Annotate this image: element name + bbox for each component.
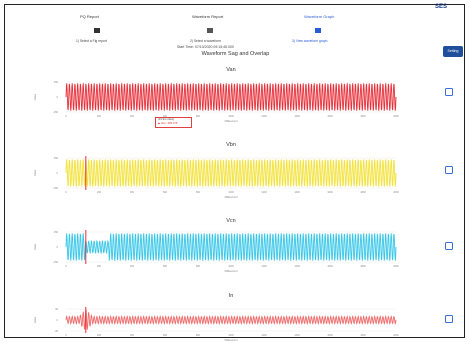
checkbox-van[interactable] [445,88,453,96]
x-tick-label-3-8: 1600 [327,334,333,337]
page-title: Waveform Sag and Overlap [201,51,270,57]
select-report-link[interactable]: 1) Select a Fig report [76,39,107,43]
x-tick-label-1-7: 1400 [294,191,300,194]
x-tick-label-3-1: 200 [97,334,102,337]
setting-button[interactable]: Setting [443,46,463,57]
x-tick-label-3-5: 1000 [228,334,234,337]
x-tick-label-1-0: 0 [65,191,67,194]
x-tick-label-3-10: 2000 [393,334,399,337]
series-line-van [65,83,397,111]
start-time-label: Start Time: 07/10/2020 09:15:45.000 [177,45,234,49]
x-tick-label-0-1: 200 [97,115,102,118]
x-tick-label-0-4: 800 [196,115,201,118]
y-tick-label-3-1: 0 [57,318,59,322]
tab-waveform-report[interactable]: Waveform Report [192,14,224,19]
chart-title-2: Vcn [226,218,235,224]
y-tick-label-1-0: 150 [54,156,59,160]
y-tick-label-0-0: 150 [54,80,59,84]
x-tick-label-2-0: 0 [65,265,67,268]
x-tick-label-3-6: 1200 [261,334,267,337]
y-axis-label-1: Value [33,169,37,176]
x-tick-label-3-0: 0 [65,334,67,337]
y-tick-label-1-2: -150 [53,186,59,190]
x-tick-label-0-2: 400 [130,115,135,118]
x-tick-label-1-5: 1000 [228,191,234,194]
x-tick-label-1-3: 600 [163,191,168,194]
x-tick-label-0-8: 1600 [327,115,333,118]
x-tick-label-1-1: 200 [97,191,102,194]
x-tick-label-3-7: 1400 [294,334,300,337]
y-tick-label-0-1: 0 [57,95,59,99]
x-tick-label-1-6: 1200 [261,191,267,194]
x-tick-label-2-4: 800 [196,265,201,268]
x-tick-label-0-5: 1000 [228,115,234,118]
y-axis-label-2: Value [33,243,37,250]
x-tick-label-3-9: 1800 [360,334,366,337]
x-tick-label-0-10: 2000 [393,115,399,118]
series-line-vcn [65,233,397,261]
series-line-vbn [65,159,397,187]
series-line-in [65,309,397,330]
x-tick-label-2-9: 1800 [360,265,366,268]
brand-logo: SES [435,4,448,10]
x-tick-label-0-3: 600 [163,115,168,118]
x-tick-label-2-5: 1000 [228,265,234,268]
checkbox-vbn[interactable] [445,166,453,174]
upload-icon[interactable] [94,28,100,33]
x-tick-label-1-4: 800 [196,191,201,194]
tab-waveform-graph[interactable]: Waveform Graph [304,14,335,19]
x-axis-label-1: Millisecond [225,195,238,199]
chart-tooltip: (31.94 mSec) ◆ Van : 283.375 [155,117,192,128]
x-tick-label-3-3: 600 [163,334,168,337]
x-tick-label-0-6: 1200 [261,115,267,118]
y-axis-label-0: Value [33,93,37,100]
x-tick-label-2-2: 400 [130,265,135,268]
x-tick-label-2-8: 1600 [327,265,333,268]
x-tick-label-2-7: 1400 [294,265,300,268]
y-tick-label-2-1: 0 [57,245,59,249]
select-waveform-link[interactable]: 2) Select a waveform [190,39,221,43]
x-tick-label-1-9: 1800 [360,191,366,194]
x-tick-label-2-6: 1200 [261,265,267,268]
folder-icon[interactable] [315,28,321,33]
list-icon[interactable] [207,28,213,33]
y-tick-label-1-1: 0 [57,171,59,175]
tooltip-value: ◆ Van : 283.375 [158,122,178,125]
y-tick-label-3-0: 30 [55,307,58,311]
tab-pq-report[interactable]: PQ Report [80,14,99,19]
checkbox-in[interactable] [445,315,453,323]
x-tick-label-2-1: 200 [97,265,102,268]
tooltip-title: (31.94 mSec) [158,118,175,121]
view-graph-link[interactable]: 3) View waveform graph [292,39,328,43]
x-axis-label-0: Millisecond [225,119,238,123]
x-tick-label-3-2: 400 [130,334,135,337]
x-axis-label-3: Millisecond [225,338,238,342]
y-tick-label-0-2: -150 [53,110,59,114]
x-tick-label-1-8: 1600 [327,191,333,194]
x-tick-label-3-4: 800 [196,334,201,337]
y-tick-label-3-2: -30 [54,329,58,333]
x-tick-label-1-2: 400 [130,191,135,194]
x-tick-label-1-10: 2000 [393,191,399,194]
x-axis-label-2: Millisecond [225,269,238,273]
y-axis-label-3: Value [33,316,37,323]
x-tick-label-0-9: 1800 [360,115,366,118]
chart-title-0: Van [226,67,235,73]
chart-title-1: Vbn [226,142,236,148]
x-tick-label-2-10: 2000 [393,265,399,268]
y-tick-label-2-2: -150 [53,260,59,264]
checkbox-vcn[interactable] [445,242,453,250]
x-tick-label-0-7: 1400 [294,115,300,118]
chart-title-3: In [229,293,234,299]
y-tick-label-2-0: 150 [54,230,59,234]
x-tick-label-0-0: 0 [65,115,67,118]
x-tick-label-2-3: 600 [163,265,168,268]
